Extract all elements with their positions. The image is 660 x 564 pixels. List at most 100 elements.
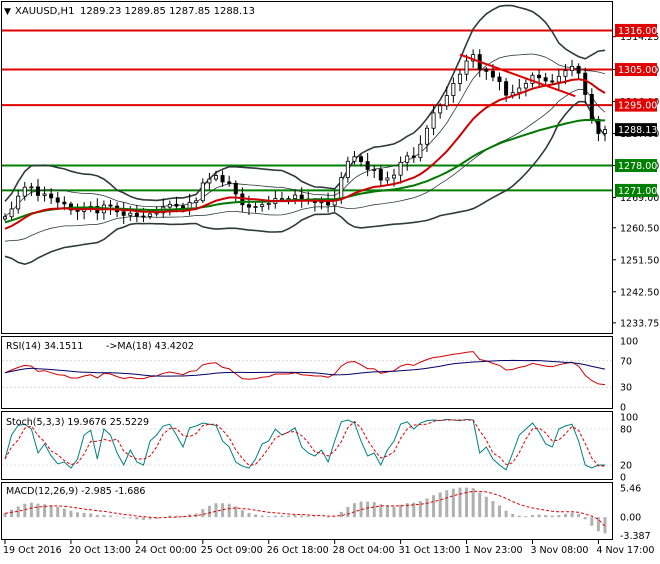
collapse-arrow-icon[interactable]: ▼ xyxy=(4,7,11,17)
rsi-ma-line xyxy=(4,359,606,377)
candle-body xyxy=(438,105,443,114)
level-price-box xyxy=(615,63,657,77)
candle-body xyxy=(398,161,403,176)
rsi-panel[interactable] xyxy=(1,336,613,409)
time-tick-label: 19 Oct 2016 xyxy=(3,545,62,556)
candle-body xyxy=(339,177,344,200)
stoch-title: Stoch(5,3,3) 19.9676 25.5229 xyxy=(6,417,149,428)
candle-body xyxy=(570,65,575,72)
candle-body xyxy=(319,201,324,204)
candle-body xyxy=(497,76,502,83)
candle-body xyxy=(22,186,27,197)
candle-body xyxy=(405,155,410,163)
price-tick-label: 1251.50 xyxy=(620,255,659,266)
candle-body xyxy=(457,73,462,84)
candle-body xyxy=(279,198,284,201)
candle-body xyxy=(260,204,265,207)
candle-body xyxy=(352,156,357,162)
candle-body xyxy=(42,193,47,196)
current-price-box xyxy=(615,123,657,137)
candle-body xyxy=(424,127,429,145)
level-price-label: 1305.00 xyxy=(618,65,657,76)
candle-body xyxy=(418,143,423,158)
candle-body xyxy=(583,72,588,95)
rsi-ma-label: ->MA(18) 43.4202 xyxy=(106,341,194,352)
macd-tick-label: 0.00 xyxy=(620,513,641,524)
macd-layer xyxy=(3,487,607,534)
level-price-label: 1316.00 xyxy=(618,26,657,37)
candle-body xyxy=(253,206,258,208)
time-tick-label: 20 Oct 13:00 xyxy=(69,545,131,556)
price-tick-label: 1233.75 xyxy=(620,318,659,329)
candle-body xyxy=(603,129,608,134)
price-panel[interactable] xyxy=(1,1,613,334)
macd-tick-label: 5.46 xyxy=(620,483,641,494)
stoch-main-line xyxy=(4,418,605,471)
candle-body xyxy=(55,197,60,203)
candle-body xyxy=(29,186,34,189)
candle-body xyxy=(392,174,397,179)
candle-body xyxy=(596,118,601,134)
candle-body xyxy=(490,70,495,78)
envelope-lower xyxy=(4,88,606,242)
current-price-label: 1288.13 xyxy=(618,125,657,136)
candle-body xyxy=(62,201,67,205)
candle-body xyxy=(108,204,113,207)
candle-body xyxy=(464,60,469,75)
candle-body xyxy=(200,182,205,202)
candle-body xyxy=(207,178,212,184)
candle-body xyxy=(359,156,364,163)
level-price-label: 1295.00 xyxy=(618,101,657,112)
candle-body xyxy=(134,212,139,217)
candle-body xyxy=(233,182,238,195)
candle-body xyxy=(148,213,153,217)
price-layer xyxy=(3,4,608,266)
candle-body xyxy=(299,194,304,200)
price-tick-label: 1260.50 xyxy=(620,223,659,234)
candle-body xyxy=(550,80,555,83)
candle-body xyxy=(372,169,377,171)
symbol-label: XAUUSD,H1 xyxy=(15,6,74,17)
candle-body xyxy=(563,70,568,77)
macd-title: MACD(12,26,9) -2.985 -1.686 xyxy=(6,486,145,497)
stochastic-panel[interactable] xyxy=(1,411,613,480)
rsi-title: RSI(14) 34.1511 xyxy=(6,341,83,352)
macd-panel[interactable] xyxy=(1,482,613,540)
stoch-signal-line xyxy=(4,419,605,467)
candle-body xyxy=(576,65,581,74)
rsi-tick-label: 30 xyxy=(620,383,632,394)
candle-body xyxy=(451,83,456,96)
candle-body xyxy=(213,175,218,180)
stoch-tick-label: 20 xyxy=(620,461,632,472)
candle-body xyxy=(141,215,146,218)
candle-body xyxy=(246,204,251,208)
rsi-layer xyxy=(2,351,612,388)
candle-body xyxy=(121,211,126,216)
candle-body xyxy=(326,201,331,206)
candle-body xyxy=(523,83,528,89)
candle-body xyxy=(220,175,225,183)
rsi-tick-label: 100 xyxy=(620,337,638,348)
candle-body xyxy=(16,195,21,210)
time-tick-label: 26 Oct 18:00 xyxy=(267,545,329,556)
levels-layer xyxy=(2,29,612,192)
candle-body xyxy=(589,94,594,120)
time-tick-label: 25 Oct 09:00 xyxy=(201,545,263,556)
candle-body xyxy=(128,212,133,216)
stoch-tick-label: 0 xyxy=(620,473,626,484)
candle-body xyxy=(504,81,509,96)
price-tick-label: 1314.25 xyxy=(620,32,659,43)
stoch-tick-label: 80 xyxy=(620,425,632,436)
level-price-label: 1278.00 xyxy=(618,161,657,172)
price-tick-label: 1269.00 xyxy=(620,193,659,204)
rsi-tick-label: 70 xyxy=(620,356,632,367)
candle-body xyxy=(378,169,383,181)
time-tick-label: 28 Oct 04:00 xyxy=(333,545,395,556)
candle-body xyxy=(293,194,298,200)
candle-body xyxy=(556,75,561,83)
macd-signal-line xyxy=(4,490,606,527)
rsi-line xyxy=(4,351,606,386)
candle-body xyxy=(266,203,271,206)
